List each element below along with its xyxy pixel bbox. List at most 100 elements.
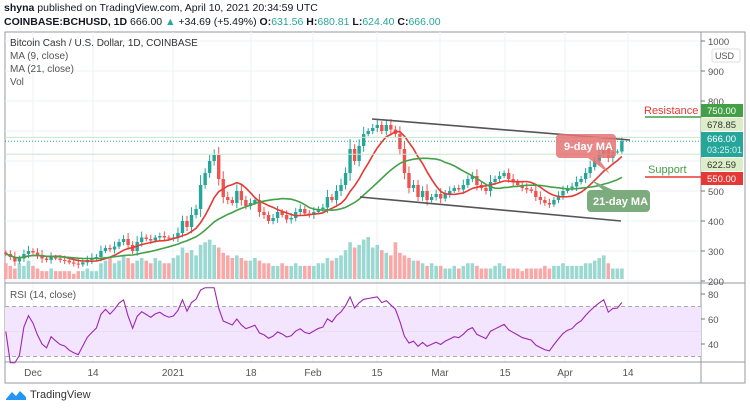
candle-body xyxy=(121,239,126,242)
candle-body xyxy=(506,173,511,179)
candle-body xyxy=(547,203,552,205)
volume-bar xyxy=(484,268,488,279)
rsi-tick-label: 80 xyxy=(708,290,719,301)
candle-body xyxy=(583,173,588,179)
candle-body xyxy=(615,151,620,153)
volume-bar xyxy=(588,263,592,279)
volume-bar xyxy=(402,255,407,279)
candle-body xyxy=(108,248,112,250)
volume-bar xyxy=(49,268,53,279)
candle-body xyxy=(470,176,475,179)
price-tick-label: 900 xyxy=(708,67,724,78)
chart-legend: Bitcoin Cash / U.S. Dollar, 1D, COINBASE… xyxy=(10,37,198,89)
volume-bar xyxy=(370,247,375,279)
volume-bar xyxy=(543,265,547,279)
up-arrow-icon: ▲ xyxy=(165,16,176,28)
low-value: 624.40 xyxy=(362,16,395,28)
candle-body xyxy=(515,182,520,185)
volume-bar xyxy=(271,265,275,279)
candle-body xyxy=(352,149,357,161)
volume-bar xyxy=(339,255,343,279)
volume-bar xyxy=(330,260,334,279)
candle-body xyxy=(189,215,194,227)
candle-body xyxy=(271,218,275,221)
volume-bar xyxy=(81,271,85,279)
low-price-tag xyxy=(701,158,743,171)
ma21-callout-label: 21-day MA xyxy=(593,196,648,208)
rsi-tick-label: 40 xyxy=(708,340,719,351)
volume-bar xyxy=(452,265,457,279)
volume-bar xyxy=(434,265,438,279)
candle-body xyxy=(371,128,375,131)
rsi-tick-label: 60 xyxy=(708,315,719,326)
volume-bar xyxy=(321,263,325,279)
volume-bar xyxy=(411,260,416,279)
candle-body xyxy=(262,212,266,215)
volume-bar xyxy=(529,268,534,279)
candle-body xyxy=(266,215,271,221)
volume-bar xyxy=(538,268,543,279)
candle-body xyxy=(357,146,361,161)
volume-bar xyxy=(597,258,602,279)
ohlc-bar: COINBASE:BCHUSD, 1D 666.00 ▲ +34.69 (+5.… xyxy=(4,16,441,28)
volume-bar xyxy=(407,258,411,279)
volume-bar xyxy=(117,260,121,279)
candle-body xyxy=(579,179,583,182)
volume-bar xyxy=(189,250,194,279)
legend-vol[interactable]: Vol xyxy=(10,77,24,88)
support-label: Support xyxy=(648,164,687,176)
volume-bar xyxy=(248,260,253,279)
candle-body xyxy=(420,191,425,197)
candle-body xyxy=(112,246,117,250)
low-price-label: 622.59 xyxy=(707,160,736,171)
candle-body xyxy=(117,242,121,247)
candle-body xyxy=(552,200,556,205)
time-tick-label: 2021 xyxy=(162,368,185,379)
volume-bar xyxy=(570,265,574,279)
candle-body xyxy=(103,248,108,251)
volume-bar xyxy=(307,265,312,279)
candle-body xyxy=(167,237,171,239)
volume-bar xyxy=(275,265,280,279)
volume-bar xyxy=(235,255,239,279)
candle-body xyxy=(303,209,307,214)
volume-bar xyxy=(108,258,112,279)
tradingview-cloud-icon xyxy=(6,391,26,400)
resistance-price-label: 750.00 xyxy=(707,106,736,117)
publisher-name: shyna xyxy=(4,2,35,14)
candle-body xyxy=(457,188,461,190)
legend-ma21[interactable]: MA (21, close) xyxy=(10,64,74,75)
volume-bar xyxy=(13,268,17,279)
candle-body xyxy=(475,176,479,185)
candle-body xyxy=(452,188,456,191)
candle-body xyxy=(226,197,230,200)
volume-bar xyxy=(389,255,393,279)
volume-bar xyxy=(357,244,361,279)
time-tick-label: Feb xyxy=(304,368,322,379)
tradingview-logo[interactable]: TradingView xyxy=(5,389,91,401)
candle-body xyxy=(144,237,148,239)
volume-bar xyxy=(583,263,588,279)
volume-bar xyxy=(615,268,620,279)
volume-bar xyxy=(425,265,429,279)
candle-body xyxy=(230,200,234,203)
volume-bar xyxy=(520,271,525,279)
candle-body xyxy=(411,185,416,188)
volume-bar xyxy=(162,263,167,279)
volume-bar xyxy=(366,237,370,279)
volume-bar xyxy=(22,265,26,279)
high-label: H: xyxy=(306,16,318,28)
volume-bar xyxy=(17,263,22,279)
volume-bar xyxy=(244,260,248,279)
time-tick-label: 15 xyxy=(499,368,511,379)
volume-bar xyxy=(379,250,384,279)
volume-bar xyxy=(8,265,13,279)
volume-bar xyxy=(352,247,357,279)
volume-bar xyxy=(180,247,185,279)
volume-bar xyxy=(239,258,244,279)
ma9-callout xyxy=(556,134,616,174)
candle-body xyxy=(484,188,488,191)
candle-body xyxy=(497,176,502,179)
legend-ma9[interactable]: MA (9, close) xyxy=(10,51,69,62)
